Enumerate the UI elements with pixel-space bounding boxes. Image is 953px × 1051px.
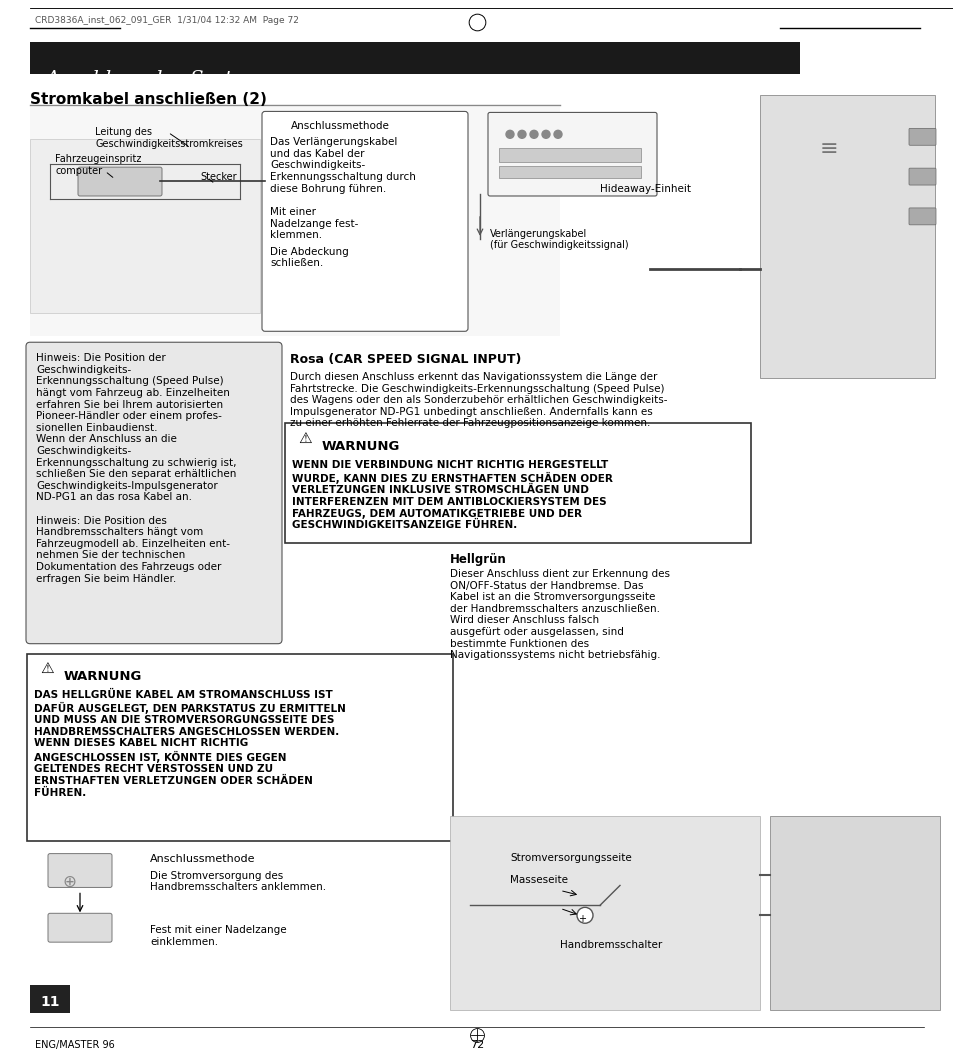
Text: DAS HELLGRÜNE KABEL AM STROMANSCHLUSS IST
DAFÜR AUSGELEGT, DEN PARKSTATUS ZU ERM: DAS HELLGRÜNE KABEL AM STROMANSCHLUSS IS…: [34, 689, 346, 798]
Text: Hellgrün: Hellgrün: [450, 553, 506, 566]
Text: +: +: [578, 914, 585, 924]
Text: Die Stromversorgung des
Handbremsschalters anklemmen.: Die Stromversorgung des Handbremsschalte…: [150, 870, 326, 892]
Text: Anschlussmethode: Anschlussmethode: [291, 121, 389, 131]
Text: Verlängerungskabel
(für Geschwindigkeitssignal): Verlängerungskabel (für Geschwindigkeits…: [490, 229, 628, 250]
FancyBboxPatch shape: [30, 42, 800, 74]
Text: CRD3836A_inst_062_091_GER  1/31/04 12:32 AM  Page 72: CRD3836A_inst_062_091_GER 1/31/04 12:32 …: [35, 16, 298, 25]
FancyBboxPatch shape: [908, 128, 935, 145]
FancyBboxPatch shape: [285, 423, 750, 543]
Text: Stromversorgungsseite: Stromversorgungsseite: [510, 852, 631, 863]
Text: 11: 11: [40, 995, 60, 1009]
Text: Stromkabel anschließen (2): Stromkabel anschließen (2): [30, 91, 267, 106]
FancyBboxPatch shape: [262, 111, 468, 331]
Text: Stecker: Stecker: [200, 172, 236, 182]
FancyBboxPatch shape: [30, 140, 260, 313]
Circle shape: [530, 130, 537, 139]
Circle shape: [577, 907, 593, 923]
Circle shape: [541, 130, 550, 139]
Text: Handbremsschalter: Handbremsschalter: [559, 941, 661, 950]
Circle shape: [517, 130, 525, 139]
FancyBboxPatch shape: [498, 148, 640, 162]
Text: ENG/MASTER 96: ENG/MASTER 96: [35, 1039, 114, 1050]
Text: WENN DIE VERBINDUNG NICHT RICHTIG HERGESTELLT
WURDE, KANN DIES ZU ERNSTHAFTEN SC: WENN DIE VERBINDUNG NICHT RICHTIG HERGES…: [292, 459, 612, 531]
FancyBboxPatch shape: [760, 95, 934, 378]
Text: Mit einer
Nadelzange fest-
klemmen.: Mit einer Nadelzange fest- klemmen.: [270, 207, 358, 240]
Text: Durch diesen Anschluss erkennt das Navigationssystem die Länge der
Fahrtstrecke.: Durch diesen Anschluss erkennt das Navig…: [290, 372, 667, 429]
Circle shape: [505, 130, 514, 139]
Text: Das Verlängerungskabel
und das Kabel der
Geschwindigkeits-
Erkennungsschaltung d: Das Verlängerungskabel und das Kabel der…: [270, 138, 416, 193]
FancyBboxPatch shape: [48, 913, 112, 942]
FancyBboxPatch shape: [78, 167, 162, 195]
Text: ⊕: ⊕: [62, 872, 76, 890]
FancyBboxPatch shape: [27, 654, 453, 841]
Text: Masseseite: Masseseite: [510, 875, 567, 886]
Text: Anschlussmethode: Anschlussmethode: [150, 853, 255, 864]
Text: ⚠: ⚠: [297, 431, 312, 446]
Text: Fahrzeugeinspritz
computer: Fahrzeugeinspritz computer: [55, 154, 141, 176]
Text: Hideaway-Einheit: Hideaway-Einheit: [599, 184, 690, 194]
Text: Hinweis: Die Position der
Geschwindigkeits-
Erkennungsschaltung (Speed Pulse)
hä: Hinweis: Die Position der Geschwindigkei…: [36, 353, 236, 583]
Text: Rosa (CAR SPEED SIGNAL INPUT): Rosa (CAR SPEED SIGNAL INPUT): [290, 353, 521, 366]
Text: ≡: ≡: [820, 140, 838, 160]
FancyBboxPatch shape: [908, 208, 935, 225]
Text: Dieser Anschluss dient zur Erkennung des
ON/OFF-Status der Handbremse. Das
Kabel: Dieser Anschluss dient zur Erkennung des…: [450, 569, 669, 660]
FancyBboxPatch shape: [908, 168, 935, 185]
FancyBboxPatch shape: [769, 816, 939, 1010]
FancyBboxPatch shape: [30, 985, 70, 1013]
Text: Die Abdeckung
schließen.: Die Abdeckung schließen.: [270, 247, 349, 268]
FancyBboxPatch shape: [26, 343, 282, 643]
Text: ⚠: ⚠: [40, 660, 53, 676]
FancyBboxPatch shape: [30, 107, 559, 336]
FancyBboxPatch shape: [48, 853, 112, 887]
Text: Fest mit einer Nadelzange
einklemmen.: Fest mit einer Nadelzange einklemmen.: [150, 925, 286, 947]
Text: WARNUNG: WARNUNG: [64, 669, 142, 682]
Text: 72: 72: [470, 1039, 483, 1050]
FancyBboxPatch shape: [450, 816, 760, 1010]
FancyBboxPatch shape: [488, 112, 657, 195]
Text: WARNUNG: WARNUNG: [322, 439, 400, 453]
FancyBboxPatch shape: [498, 166, 640, 178]
Text: Anschluss des Systems: Anschluss des Systems: [45, 69, 273, 87]
Text: Leitung des
Geschwindigkeitsstromkreises: Leitung des Geschwindigkeitsstromkreises: [95, 127, 242, 149]
Circle shape: [554, 130, 561, 139]
